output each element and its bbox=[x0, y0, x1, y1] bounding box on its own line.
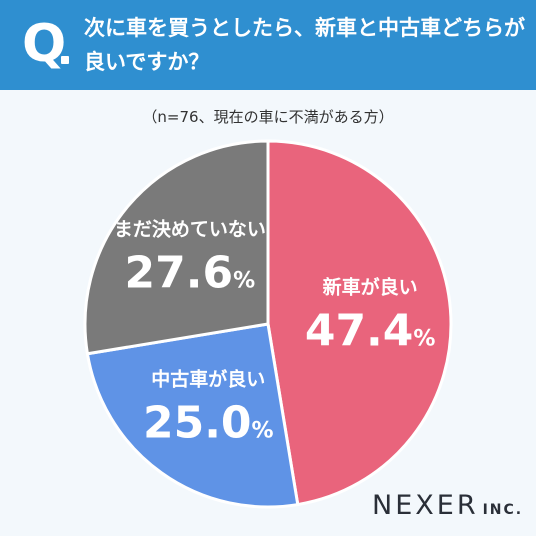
pie-slice-used-car bbox=[85, 322, 300, 509]
question-line-1: 次に車を買うとしたら、新車と中古車どちらが bbox=[84, 16, 525, 40]
logo-name: NEXER bbox=[372, 490, 479, 521]
slice-value-used-car: 25.0% bbox=[143, 397, 274, 448]
question-header: Q 次に車を買うとしたら、新車と中古車どちらが 良いですか？ bbox=[0, 0, 536, 90]
q-mark: Q bbox=[22, 14, 67, 74]
slice-label-used-car: 中古車が良い bbox=[151, 367, 265, 390]
pie-slice-new-car bbox=[266, 139, 453, 507]
pie-slice-undecided bbox=[83, 139, 270, 356]
slice-label-new-car: 新車が良い bbox=[323, 276, 418, 299]
slice-value-undecided: 27.6% bbox=[125, 248, 256, 299]
slice-label-undecided: まだ決めていない bbox=[114, 219, 266, 241]
slice-value-new-car: 47.4% bbox=[305, 306, 436, 357]
question-line-2: 良いですか？ bbox=[84, 50, 210, 74]
sample-note: （n=76、現在の車に不満がある方） bbox=[142, 108, 394, 126]
nexer-logo: NEXER INC. bbox=[372, 490, 523, 521]
q-dot-icon bbox=[61, 56, 69, 64]
logo-suffix: INC. bbox=[482, 502, 524, 518]
